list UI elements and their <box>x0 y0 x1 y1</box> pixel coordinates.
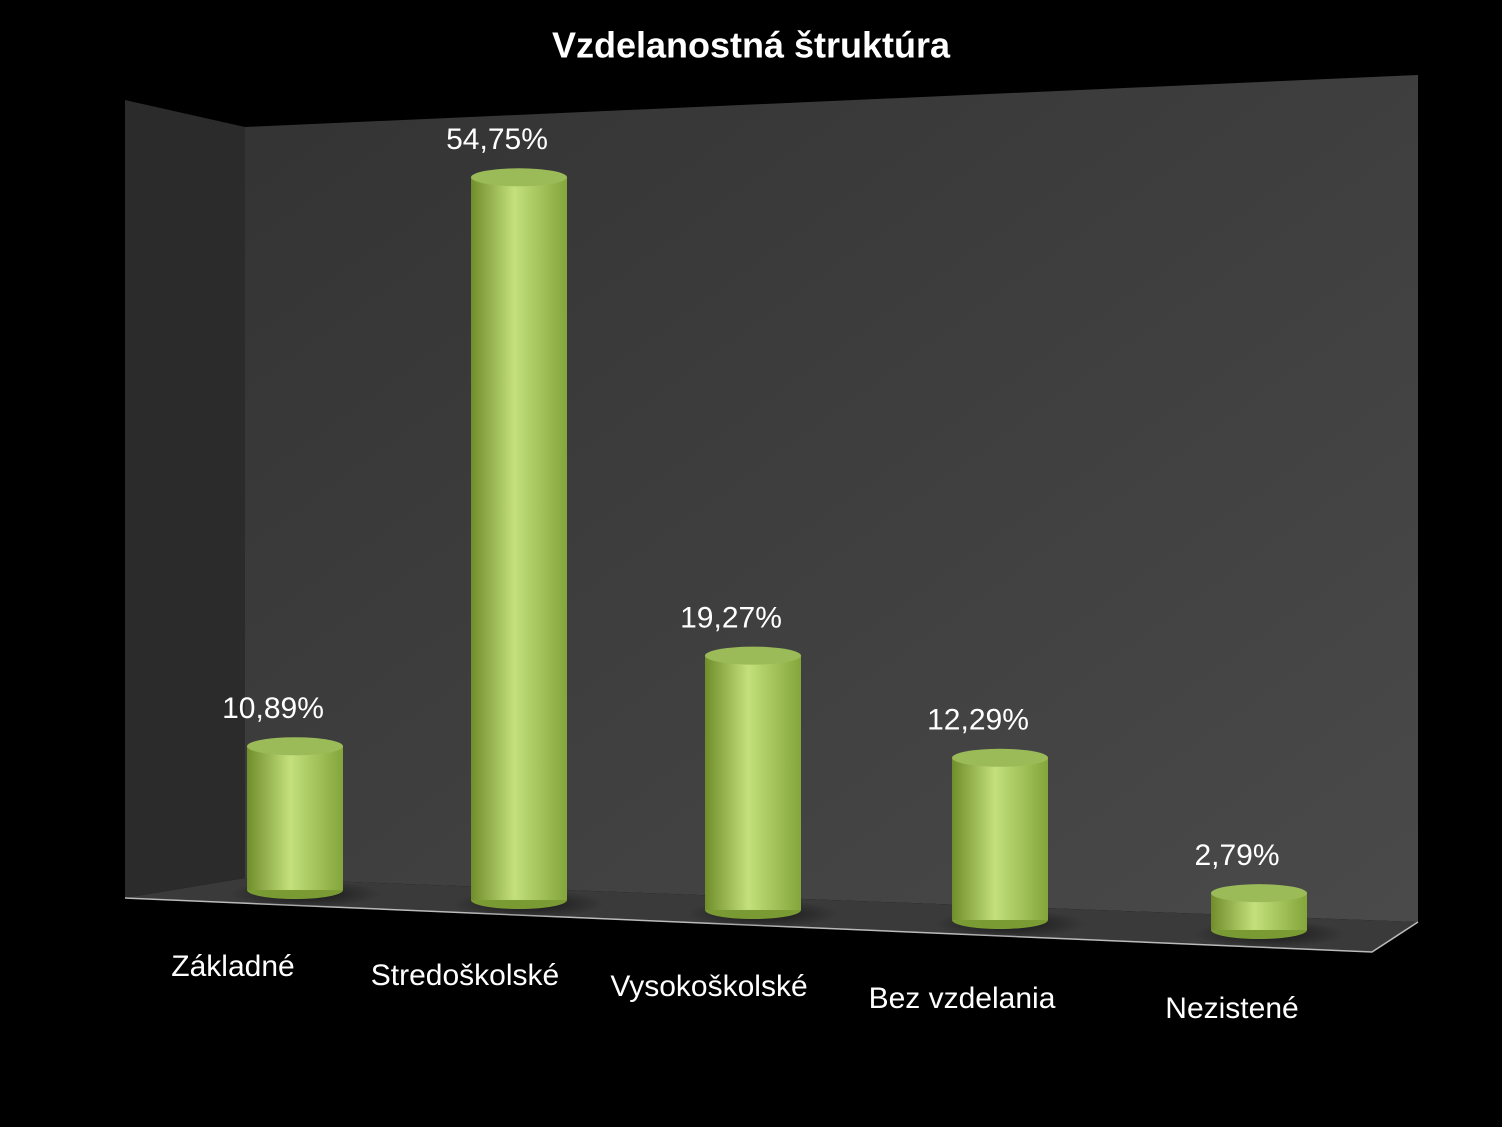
bar <box>705 655 801 910</box>
value-label: 12,29% <box>927 704 1029 737</box>
x-tick-label: Vysokoškolské <box>610 970 807 1003</box>
x-tick-label: Stredoškolské <box>371 959 559 992</box>
bar-top <box>1211 884 1307 903</box>
bar <box>952 757 1048 920</box>
x-tick-label: Bez vzdelania <box>869 982 1056 1015</box>
bar-top <box>952 748 1048 767</box>
bar <box>471 177 567 901</box>
bar-top <box>705 646 801 665</box>
back-wall <box>245 75 1418 922</box>
chart-title: Vzdelanostná štruktúra <box>552 25 951 66</box>
bar <box>247 746 343 890</box>
value-label: 2,79% <box>1194 839 1279 872</box>
x-tick-label: Základné <box>171 950 294 983</box>
x-tick-label: Nezistené <box>1165 992 1298 1025</box>
value-label: 54,75% <box>446 123 548 156</box>
bar-top <box>471 168 567 187</box>
value-label: 10,89% <box>222 692 324 725</box>
bar-top <box>247 737 343 756</box>
side-wall <box>125 100 245 898</box>
value-label: 19,27% <box>680 602 782 635</box>
